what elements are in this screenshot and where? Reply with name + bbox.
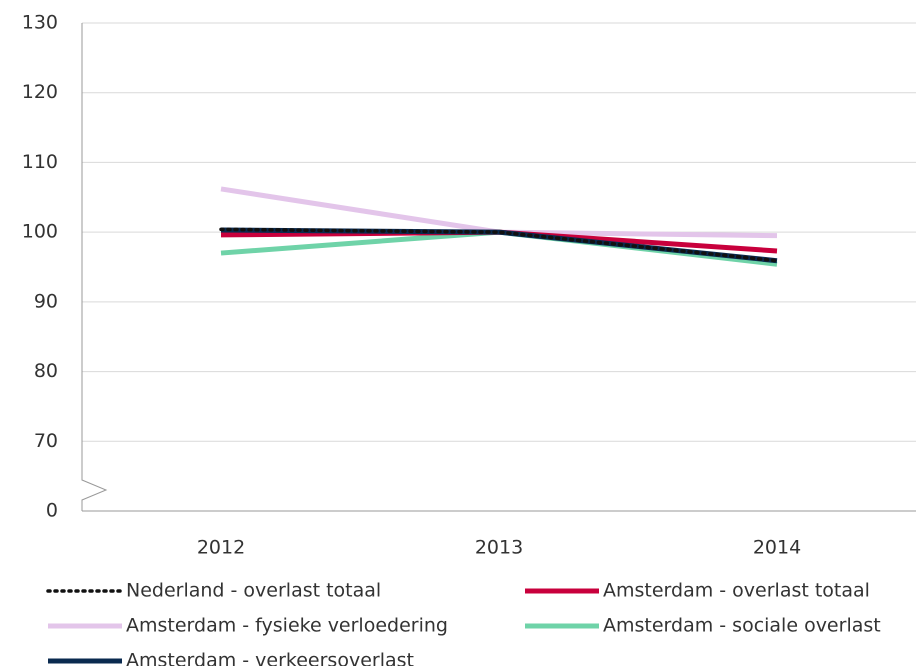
legend-label: Amsterdam - sociale overlast (603, 615, 881, 637)
y-tick-label: 90 (34, 290, 58, 312)
y-tick-label: 130 (22, 12, 58, 34)
legend-label: Amsterdam - fysieke verloedering (126, 615, 448, 637)
x-tick-label: 2014 (753, 537, 801, 559)
y-axis (81, 23, 108, 511)
y-tick-label: 110 (22, 151, 58, 173)
series-line (219, 227, 779, 263)
y-tick-label: 0 (46, 500, 58, 522)
x-tick-label: 2013 (475, 537, 523, 559)
y-tick-label: 100 (22, 221, 58, 243)
y-tick-label: 80 (34, 360, 58, 382)
legend-label: Amsterdam - overlast totaal (603, 580, 870, 602)
y-tick-label: 70 (34, 430, 58, 452)
legend-label: Amsterdam - verkeersoverlast (126, 650, 414, 666)
y-tick-label: 120 (22, 81, 58, 103)
legend-label: Nederland - overlast totaal (126, 580, 381, 602)
x-tick-label: 2012 (197, 537, 245, 559)
